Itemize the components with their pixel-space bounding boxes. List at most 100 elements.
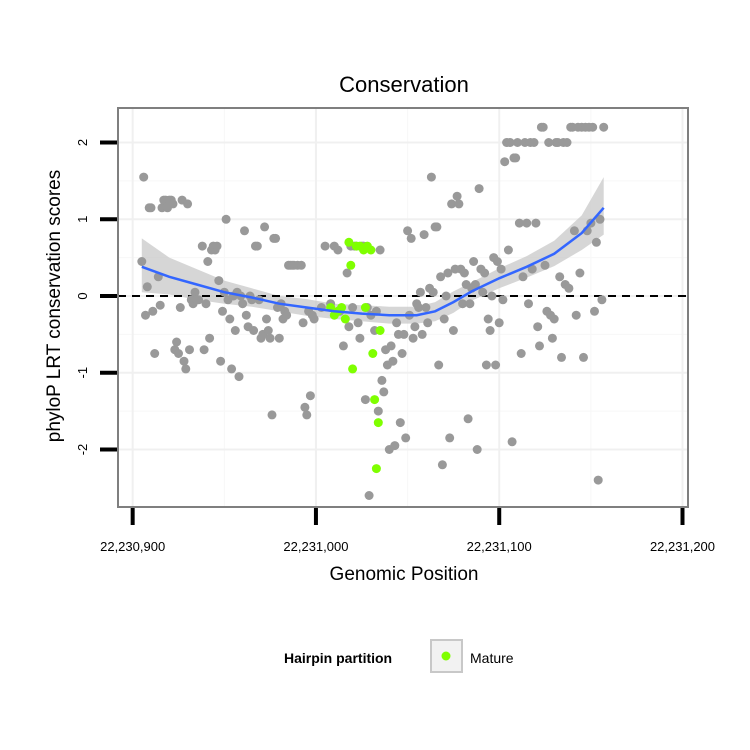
confidence-band [141, 177, 604, 324]
data-point-other [234, 372, 244, 382]
data-point-other [302, 410, 312, 420]
data-point-other [197, 241, 207, 251]
data-point-other [388, 356, 398, 366]
data-point-other [142, 282, 152, 292]
data-point-other [333, 245, 343, 255]
data-point-other [190, 287, 200, 297]
data-point-other [507, 437, 517, 447]
data-point-other [470, 280, 480, 289]
data-point-other [364, 491, 374, 500]
plot-border [117, 107, 689, 508]
data-point-other [555, 272, 565, 282]
data-point-other [579, 352, 588, 362]
data-point-other [309, 314, 319, 324]
data-point-other [522, 218, 532, 228]
data-point-other [205, 333, 215, 343]
data-point-other [373, 406, 383, 416]
data-point-mature [373, 418, 383, 428]
data-point-other [436, 272, 446, 282]
data-point-other [399, 329, 409, 339]
data-point-other [591, 237, 601, 247]
data-point-other [593, 475, 603, 485]
data-point-other [216, 356, 226, 366]
data-point-other [557, 352, 566, 362]
data-point-other [137, 257, 147, 266]
data-point-other [148, 306, 158, 316]
data-point-other [168, 199, 178, 209]
data-point-other [141, 310, 150, 320]
data-point-other [423, 318, 433, 328]
data-point-other [392, 318, 402, 328]
y-tick-label: -1 [75, 367, 90, 379]
data-point-other [194, 295, 204, 305]
data-point-other [238, 299, 248, 309]
data-point-other [439, 314, 449, 324]
data-point-other [263, 326, 273, 335]
data-point-other [494, 318, 504, 328]
data-point-mature [371, 464, 381, 474]
data-point-other [225, 314, 235, 324]
data-point-other [139, 172, 149, 182]
data-point-other [249, 326, 259, 335]
data-point-other [414, 303, 424, 312]
data-point-other [403, 226, 413, 236]
legend-title: Hairpin partition [284, 650, 392, 666]
data-point-other [218, 306, 227, 316]
data-point-other [441, 291, 451, 301]
data-point-mature [368, 349, 378, 358]
data-point-other [478, 287, 488, 297]
data-point-other [230, 326, 240, 335]
data-point-other [496, 264, 506, 274]
data-point-other [518, 272, 528, 282]
data-point-other [469, 257, 479, 266]
data-point-other [265, 333, 275, 343]
data-point-other [588, 122, 598, 132]
data-point-other [535, 341, 544, 351]
data-point-other [549, 314, 559, 324]
data-point-other [298, 318, 308, 328]
data-point-other [459, 268, 469, 278]
data-point-other [172, 337, 182, 347]
data-point-other [575, 268, 585, 278]
data-point-other [516, 349, 526, 358]
data-point-other [181, 364, 191, 374]
x-tick-label: 22,231,000 [283, 539, 348, 554]
data-point-other [491, 360, 501, 370]
data-point-other [562, 138, 572, 147]
data-point-other [410, 322, 420, 332]
data-point-other [377, 375, 387, 385]
data-point-other [533, 322, 543, 332]
data-point-other [458, 299, 468, 309]
data-point-other [527, 264, 537, 274]
data-point-other [483, 314, 493, 324]
data-point-other [599, 122, 609, 132]
data-point-other [408, 333, 418, 343]
data-point-other [571, 310, 581, 320]
data-point-other [227, 364, 237, 374]
data-point-other [454, 199, 464, 209]
data-point-other [355, 333, 365, 343]
data-point-other [447, 199, 457, 209]
data-point-mature [337, 303, 347, 312]
data-point-other [544, 138, 554, 147]
data-point-other [514, 218, 524, 228]
data-point-mature [344, 237, 354, 247]
data-point-other [179, 356, 189, 366]
data-point-other [175, 303, 185, 312]
data-point-other [241, 310, 251, 320]
data-point-other [375, 245, 385, 255]
y-tick-label: 2 [75, 139, 90, 146]
data-point-other [342, 268, 352, 278]
data-point-other [252, 241, 262, 251]
data-point-other [417, 329, 427, 339]
chart-title: Conservation [339, 72, 469, 97]
data-point-other [463, 414, 473, 424]
data-point-other [437, 460, 447, 470]
data-point-other [174, 349, 183, 358]
data-point-other [271, 233, 281, 243]
data-point-other [379, 387, 389, 397]
data-point-other [498, 295, 508, 305]
data-point-other [338, 341, 348, 351]
data-point-other [564, 283, 574, 293]
data-point-other [505, 138, 515, 147]
